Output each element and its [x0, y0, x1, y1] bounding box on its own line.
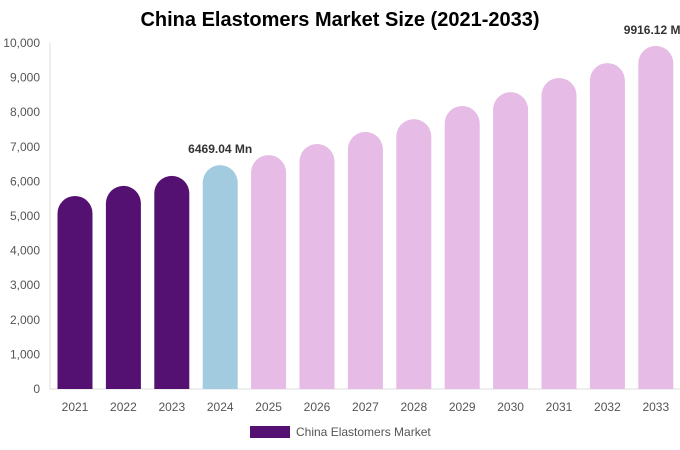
- x-tick-label: 2022: [110, 400, 137, 414]
- data-label-2033: 9916.12 Mn: [624, 23, 680, 37]
- x-tick-label: 2024: [207, 400, 234, 414]
- y-tick-label: 5,000: [10, 209, 40, 223]
- y-tick-label: 4,000: [10, 244, 40, 258]
- bar-2028: [396, 119, 432, 390]
- y-tick-label: 1,000: [10, 347, 40, 361]
- legend: China Elastomers Market: [250, 425, 431, 439]
- y-tick-label: 9,000: [10, 71, 40, 85]
- bar-2024: [202, 165, 238, 389]
- bar-2029: [444, 105, 480, 390]
- bar-2022: [105, 185, 141, 389]
- bar-2032: [589, 63, 625, 390]
- y-tick-label: 2,000: [10, 313, 40, 327]
- chart-title: China Elastomers Market Size (2021-2033): [140, 9, 540, 31]
- bar-2031: [541, 77, 577, 390]
- bar-2025: [251, 155, 287, 389]
- legend-swatch: [250, 426, 290, 438]
- x-tick-label: 2029: [449, 400, 476, 414]
- y-tick-label: 0: [33, 382, 40, 396]
- bar-2033: [638, 45, 674, 389]
- x-tick-label: 2025: [255, 400, 282, 414]
- y-tick-label: 10,000: [3, 36, 40, 50]
- x-tick-label: 2021: [62, 400, 89, 414]
- legend-label: China Elastomers Market: [296, 425, 431, 439]
- y-tick-label: 6,000: [10, 174, 40, 188]
- bar-2030: [493, 92, 529, 389]
- x-tick-label: 2030: [497, 400, 524, 414]
- x-tick-label: 2023: [158, 400, 185, 414]
- y-tick-label: 7,000: [10, 140, 40, 154]
- x-tick-label: 2028: [400, 400, 427, 414]
- bar-2021: [57, 195, 93, 389]
- x-tick-label: 2026: [304, 400, 331, 414]
- bar-2027: [347, 131, 383, 389]
- y-tick-label: 8,000: [10, 105, 40, 119]
- x-tick-label: 2033: [642, 400, 669, 414]
- y-tick-label: 3,000: [10, 278, 40, 292]
- x-tick-label: 2027: [352, 400, 379, 414]
- x-tick-label: 2031: [546, 400, 573, 414]
- data-label-2024: 6469.04 Mn: [188, 142, 252, 156]
- x-tick-label: 2032: [594, 400, 621, 414]
- bar-2023: [154, 175, 190, 389]
- bar-2026: [299, 144, 335, 389]
